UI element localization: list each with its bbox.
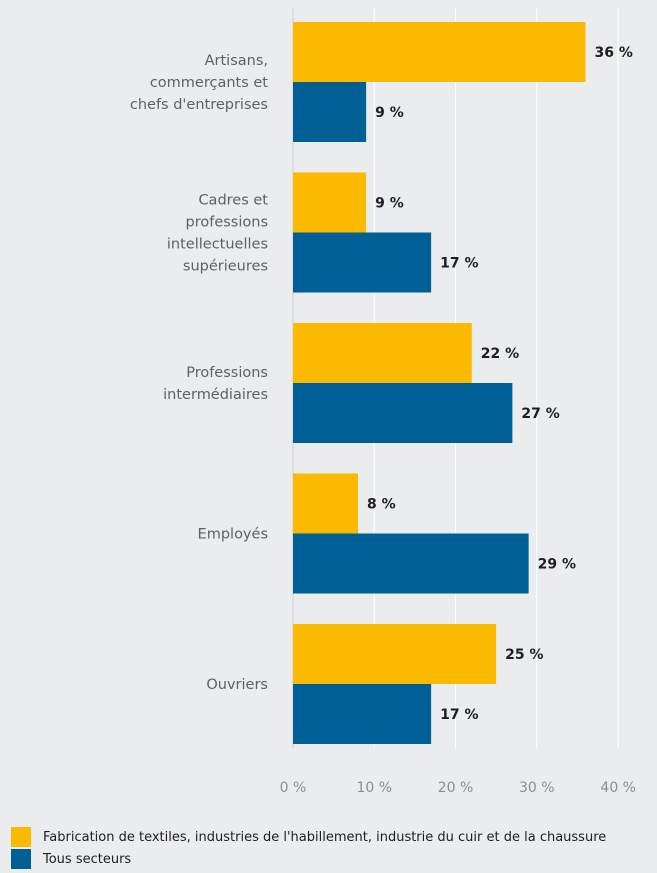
legend: Fabrication de textiles, industries de l… — [11, 826, 606, 870]
data-label: 25 % — [505, 647, 543, 663]
bar-textiles-4 — [293, 624, 497, 684]
x-tick-label: 40 % — [600, 780, 636, 796]
category-label: Cadres et professions intellectuelles supér… — [167, 193, 268, 275]
bar-textiles-1 — [293, 172, 367, 233]
x-tick-label: 20 % — [438, 780, 474, 796]
bar-all-sectors-1 — [293, 232, 432, 293]
value-labels: 36 % 9 % 9 % 17 % 22 % 27 % 8 % 29 % 25 % 17 % — [367, 45, 633, 723]
bar-textiles-3 — [293, 473, 358, 534]
x-tick-label: 30 % — [519, 780, 555, 796]
data-label: 9 % — [375, 105, 404, 121]
bar-all-sectors-3 — [293, 533, 529, 594]
data-label: 27 % — [521, 406, 559, 422]
legend-item-series-2: Tous secteurs — [11, 848, 606, 870]
category-label: Ouvriers — [206, 677, 268, 693]
category-labels: Artisans, commerçants et chefs d'entrepris… — [130, 53, 268, 693]
bar-textiles-0 — [293, 22, 586, 82]
data-label: 17 % — [440, 707, 478, 723]
legend-label-series-1: Fabrication de textiles, industries de l… — [43, 829, 607, 845]
data-label: 9 % — [375, 196, 404, 212]
category-label: Artisans, commerçants et chefs d'entrepris… — [130, 53, 268, 113]
legend-label-series-2: Tous secteurs — [43, 851, 132, 867]
bar-all-sectors-2 — [293, 383, 513, 443]
x-tick-label: 10 % — [356, 780, 392, 796]
bar-textiles-2 — [293, 323, 472, 383]
bar-chart: Artisans, commerçants et chefs d'entrepris… — [130, 8, 636, 796]
data-label: 29 % — [538, 557, 576, 573]
legend-swatch-series-2 — [11, 849, 31, 869]
x-tick-label: 0 % — [280, 780, 307, 796]
x-axis-tick-labels: 0 % 10 % 20 % 30 % 40 % — [280, 780, 636, 796]
category-label: Employés — [198, 527, 268, 543]
data-label: 22 % — [481, 346, 519, 362]
legend-item-series-1: Fabrication de textiles, industries de l… — [11, 826, 606, 848]
data-label: 36 % — [595, 45, 633, 61]
data-label: 17 % — [440, 256, 478, 272]
bar-all-sectors-4 — [293, 684, 432, 744]
bar-all-sectors-0 — [293, 82, 367, 142]
bars — [293, 22, 586, 744]
legend-swatch-series-1 — [11, 827, 31, 847]
category-label: Professions intermédiaires — [163, 365, 268, 403]
data-label: 8 % — [367, 497, 396, 513]
